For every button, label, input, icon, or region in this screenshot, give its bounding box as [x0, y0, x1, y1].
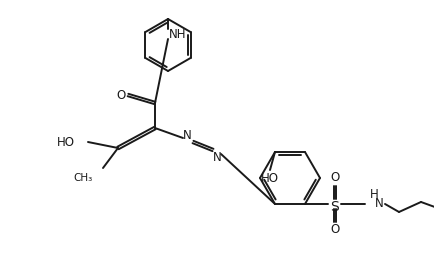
- Text: O: O: [329, 224, 339, 236]
- Text: HO: HO: [57, 135, 75, 149]
- Text: H: H: [369, 188, 378, 202]
- Text: NH: NH: [169, 27, 186, 41]
- Text: CH₃: CH₃: [74, 173, 93, 183]
- Text: N: N: [374, 197, 382, 211]
- Text: O: O: [329, 171, 339, 184]
- Text: HO: HO: [260, 172, 278, 184]
- Text: O: O: [116, 88, 125, 101]
- Text: N: N: [182, 128, 191, 141]
- Text: S: S: [330, 200, 339, 214]
- Text: N: N: [212, 150, 221, 163]
